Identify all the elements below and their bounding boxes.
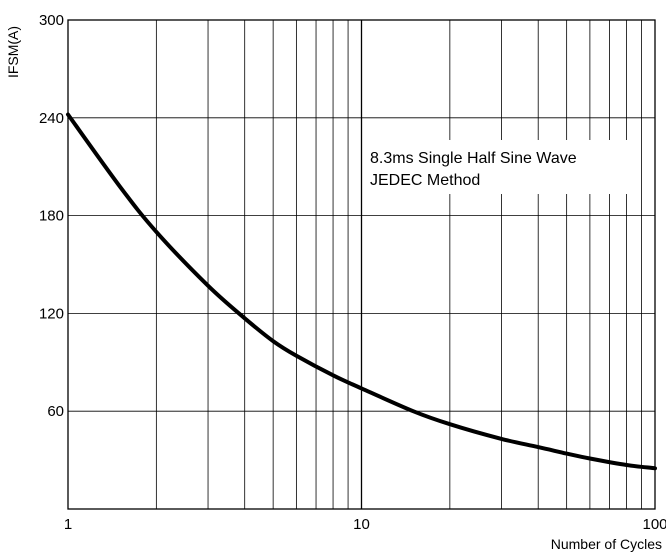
annotation-line-2: JEDEC Method bbox=[370, 172, 480, 189]
y-tick-label: 240 bbox=[39, 110, 64, 127]
y-tick-label: 300 bbox=[39, 12, 64, 29]
annotation-line-1: 8.3ms Single Half Sine Wave bbox=[370, 150, 577, 167]
grid bbox=[68, 20, 655, 509]
y-tick-label: 180 bbox=[39, 208, 64, 225]
x-tick-label: 10 bbox=[353, 516, 370, 533]
x-tick-labels: 1 10 100 bbox=[64, 516, 666, 533]
annotation-background bbox=[366, 140, 630, 194]
y-tick-label: 120 bbox=[39, 305, 64, 322]
x-tick-label: 1 bbox=[64, 516, 72, 533]
series-line bbox=[66, 112, 657, 471]
plot-frame bbox=[67, 19, 656, 510]
y-tick-label: 60 bbox=[47, 403, 64, 420]
y-tick-labels: 60 120 180 240 300 bbox=[39, 12, 64, 420]
x-tick-label: 100 bbox=[642, 516, 666, 533]
x-axis-label: Number of Cycles bbox=[551, 536, 662, 552]
y-axis-label: IFSM(A) bbox=[5, 26, 21, 78]
